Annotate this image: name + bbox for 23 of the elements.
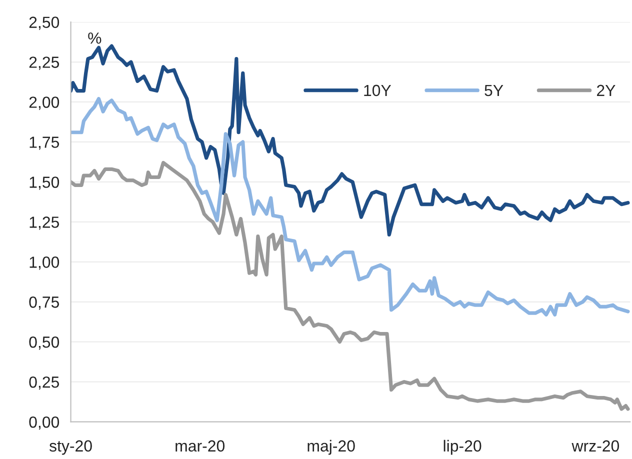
x-tick-label: wrz-20 <box>572 440 620 452</box>
y-tick-label: 0,50 <box>29 336 60 350</box>
legend-label: 5Y <box>484 84 504 96</box>
y-tick-label: 0,75 <box>29 296 60 310</box>
x-tick-label: lip-20 <box>444 440 482 455</box>
y-tick-label: 1,50 <box>30 176 60 190</box>
y-tick-label: 0,25 <box>29 376 60 390</box>
legend-label: 10Y <box>364 84 392 96</box>
y-tick-label: 1,00 <box>30 256 60 270</box>
y-tick-label: 0,00 <box>29 416 60 430</box>
x-tick-label: mar-20 <box>176 440 225 452</box>
line-series <box>70 44 630 237</box>
y-tick-label: 2,50 <box>29 16 60 30</box>
y-tick-label: 1,75 <box>30 136 60 150</box>
y-tick-label: 2,00 <box>29 96 60 110</box>
y-tick-label: 1,25 <box>30 216 60 230</box>
line-series <box>70 160 630 411</box>
y-axis-title: % <box>88 32 102 44</box>
legend-label: 2Y <box>596 84 616 96</box>
line-series <box>70 96 630 316</box>
y-tick-label: 2,25 <box>29 56 60 70</box>
x-tick-label: maj-20 <box>308 440 355 455</box>
x-tick-label: sty-20 <box>49 440 92 455</box>
